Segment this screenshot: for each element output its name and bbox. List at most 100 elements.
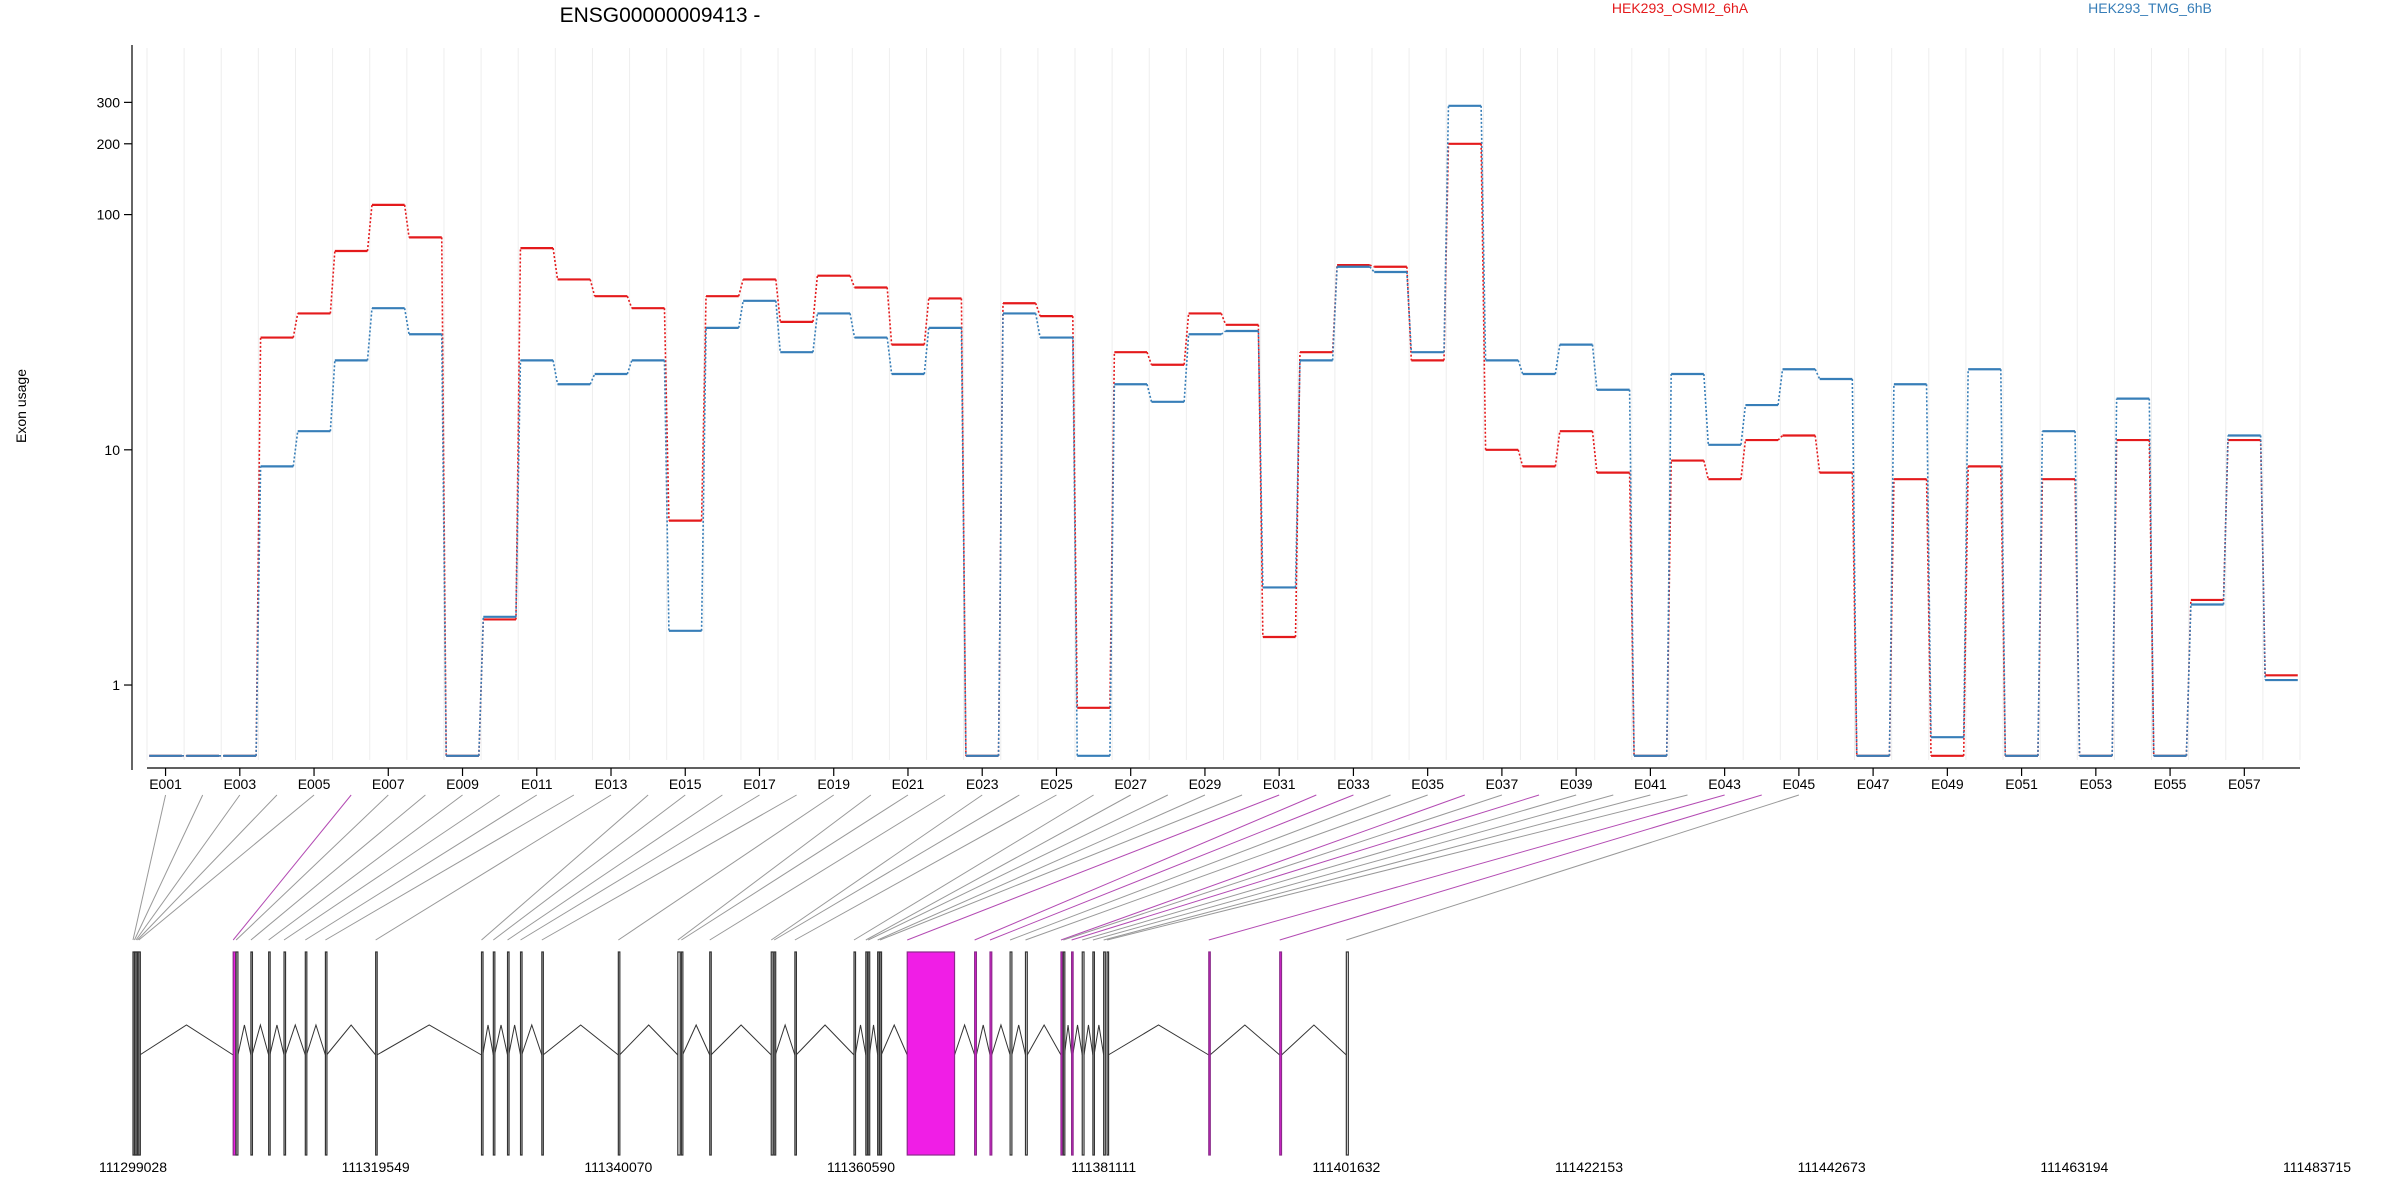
intron-line bbox=[1064, 1024, 1073, 1056]
exon-box bbox=[1081, 951, 1085, 1156]
intron-line bbox=[991, 1023, 1011, 1056]
x-tick-label: E047 bbox=[1857, 776, 1890, 792]
series-connector bbox=[440, 237, 447, 756]
series-connector bbox=[775, 279, 782, 322]
exon-connector bbox=[520, 794, 760, 941]
intron-line bbox=[954, 1023, 976, 1056]
x-tick-label: E025 bbox=[1040, 776, 1073, 792]
series-connector bbox=[255, 466, 262, 756]
exon-box bbox=[1009, 951, 1013, 1156]
x-tick-label: E037 bbox=[1486, 776, 1519, 792]
intron-line bbox=[269, 1024, 285, 1056]
exon-connector bbox=[493, 794, 686, 941]
exon-box bbox=[519, 951, 523, 1156]
exon-box bbox=[1060, 951, 1064, 1156]
intron-line bbox=[1072, 1024, 1083, 1056]
exon-box bbox=[989, 951, 993, 1156]
exon-box bbox=[506, 951, 510, 1156]
intron-line bbox=[494, 1024, 509, 1056]
exon-connector bbox=[794, 794, 1057, 941]
y-tick-label: 10 bbox=[104, 442, 120, 458]
x-tick-label: E041 bbox=[1634, 776, 1667, 792]
series-lines bbox=[149, 104, 2298, 757]
exon-connector bbox=[1208, 794, 1725, 941]
series-connector bbox=[2259, 435, 2266, 681]
series-connector bbox=[1071, 316, 1079, 708]
series-connector bbox=[1591, 431, 1598, 473]
x-tick-label: E023 bbox=[966, 776, 999, 792]
series-connector bbox=[849, 313, 856, 338]
series-connector bbox=[1406, 271, 1413, 353]
series-connector bbox=[403, 204, 410, 238]
exon-connector bbox=[867, 794, 1169, 941]
exon-connector bbox=[879, 794, 1243, 941]
exon-connector bbox=[132, 794, 167, 941]
exon-box bbox=[680, 951, 684, 1156]
intron-line bbox=[710, 1024, 772, 1056]
series-connector bbox=[1480, 143, 1487, 450]
y-tick-label: 1 bbox=[112, 677, 120, 693]
exon-connector bbox=[618, 794, 835, 941]
x-tick-label: E005 bbox=[298, 776, 331, 792]
series-connector bbox=[1777, 434, 1784, 441]
exon-box bbox=[375, 951, 378, 1156]
exon-connector bbox=[1103, 794, 1651, 941]
series-connector bbox=[1851, 378, 1858, 756]
x-tick-label: E007 bbox=[372, 776, 405, 792]
exon-connector bbox=[709, 794, 946, 941]
x-tick-label: E015 bbox=[669, 776, 702, 792]
x-tick-label: E013 bbox=[595, 776, 628, 792]
exon-box bbox=[617, 951, 621, 1156]
x-tick-label: E057 bbox=[2228, 776, 2261, 792]
exon-connector bbox=[877, 794, 1206, 941]
series-connector bbox=[292, 431, 299, 467]
exon-connector bbox=[232, 794, 352, 941]
x-tick-label: E039 bbox=[1560, 776, 1593, 792]
series-connector bbox=[1183, 334, 1190, 402]
intron-line bbox=[975, 1024, 991, 1056]
exon-box bbox=[232, 951, 237, 1156]
series-connector bbox=[1294, 352, 1301, 638]
intron-line bbox=[880, 1023, 908, 1056]
exon-box bbox=[1345, 951, 1349, 1156]
exon-connector bbox=[1346, 794, 1800, 941]
exon-connector bbox=[1071, 794, 1540, 941]
series-connector bbox=[1703, 460, 1710, 480]
exon-connector bbox=[1009, 794, 1391, 941]
series-connector bbox=[1034, 313, 1041, 338]
exon-box bbox=[1092, 951, 1095, 1156]
x-tick-label: E003 bbox=[223, 776, 256, 792]
series-connector bbox=[1257, 330, 1264, 588]
series-connector bbox=[1740, 439, 1747, 480]
exon-connector bbox=[681, 794, 909, 941]
intron-line bbox=[306, 1023, 326, 1056]
legend-series-2: HEK293_TMG_6hB bbox=[2088, 0, 2212, 16]
y-tick-label: 300 bbox=[97, 94, 121, 110]
exon-connector bbox=[138, 794, 315, 941]
exon-box bbox=[906, 951, 956, 1156]
series-connector bbox=[1071, 337, 1079, 756]
series-connector bbox=[366, 308, 373, 361]
series-connector bbox=[1183, 313, 1190, 365]
series-connector bbox=[1220, 330, 1227, 335]
series-connector bbox=[1369, 266, 1375, 273]
x-tick-label: E019 bbox=[817, 776, 850, 792]
series-connector bbox=[1554, 344, 1561, 375]
series-connector bbox=[515, 360, 522, 617]
exon-connector bbox=[865, 794, 1131, 941]
x-tick-label: E053 bbox=[2079, 776, 2112, 792]
intron-line bbox=[376, 1024, 482, 1056]
x-tick-label: E055 bbox=[2154, 776, 2187, 792]
genomic-coordinate-label: 111483715 bbox=[2283, 1159, 2351, 1175]
x-tick-label: E045 bbox=[1783, 776, 1816, 792]
intron-line bbox=[237, 1024, 252, 1056]
series-connector bbox=[960, 327, 967, 756]
series-connector bbox=[886, 287, 893, 345]
series-connector bbox=[2111, 398, 2118, 756]
exon-connector bbox=[974, 794, 1317, 941]
intron-line bbox=[542, 1024, 619, 1056]
genomic-coordinate-label: 111422153 bbox=[1555, 1159, 1623, 1175]
intron-line bbox=[1281, 1024, 1347, 1056]
exon-connector-lines bbox=[132, 794, 1800, 941]
